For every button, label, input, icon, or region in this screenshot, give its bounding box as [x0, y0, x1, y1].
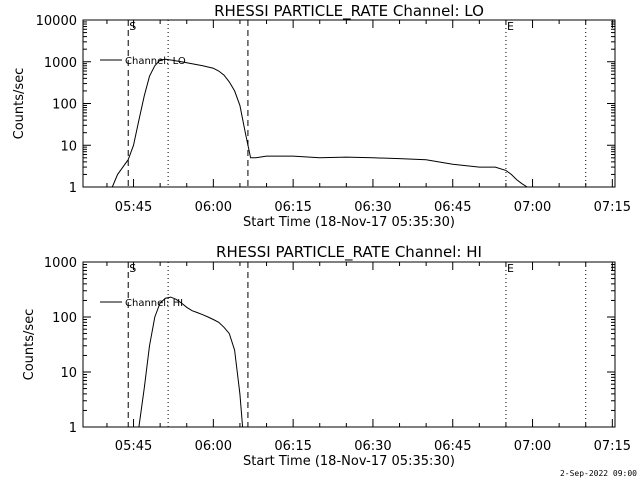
x-axis-label-lo: Start Time (18-Nov-17 05:35:30)	[243, 215, 455, 230]
plot-frame-hi	[82, 261, 616, 428]
x-tick-label: 06:45	[434, 439, 471, 454]
x-tick-label: 06:00	[195, 439, 232, 454]
y-tick-label: 1	[69, 181, 77, 196]
chart-title-hi: RHESSI PARTICLE_RATE Channel: HI	[216, 243, 482, 262]
y-tick-label: 1000	[44, 56, 77, 71]
plot-frame-lo	[82, 19, 616, 188]
y-tick-label: 10	[60, 366, 77, 381]
x-tick-label: 06:30	[354, 200, 391, 215]
series-line-hi	[138, 296, 244, 428]
footer-date: 2-Sep-2022 09:00	[559, 469, 637, 478]
marker-label-s: S	[129, 262, 136, 275]
legend-label-hi: Channel: HI	[125, 298, 183, 309]
series-line-lo	[111, 58, 528, 188]
y-tick-label: 1000	[44, 256, 77, 271]
x-tick-label: 06:00	[195, 200, 232, 215]
x-tick-label: 05:45	[115, 439, 152, 454]
x-tick-label: 05:45	[115, 200, 152, 215]
x-tick-label: 06:45	[434, 200, 471, 215]
y-axis-label-lo: Counts/sec	[12, 68, 27, 140]
x-tick-label: 06:15	[274, 200, 311, 215]
marker-label-s: S	[129, 20, 136, 33]
marker-label-e: E	[507, 20, 514, 33]
y-axis-label-hi: Counts/sec	[22, 309, 37, 381]
y-tick-label: 100	[52, 311, 77, 326]
x-tick-label: 06:15	[274, 439, 311, 454]
x-tick-label: 07:15	[594, 200, 631, 215]
x-tick-label: 07:00	[514, 439, 551, 454]
x-tick-label: 07:15	[594, 439, 631, 454]
y-tick-label: 1	[69, 421, 77, 436]
x-axis-label-hi: Start Time (18-Nov-17 05:35:30)	[243, 454, 455, 469]
y-tick-label: 10000	[36, 14, 77, 29]
marker-label-e: E	[507, 262, 514, 275]
x-tick-label: 06:30	[354, 439, 391, 454]
x-tick-label: 07:00	[514, 200, 551, 215]
chart-title-lo: RHESSI PARTICLE_RATE Channel: LO	[214, 2, 484, 21]
y-tick-label: 10	[60, 139, 77, 154]
legend-label-lo: Channel: LO	[125, 56, 186, 67]
y-tick-label: 100	[52, 98, 77, 113]
